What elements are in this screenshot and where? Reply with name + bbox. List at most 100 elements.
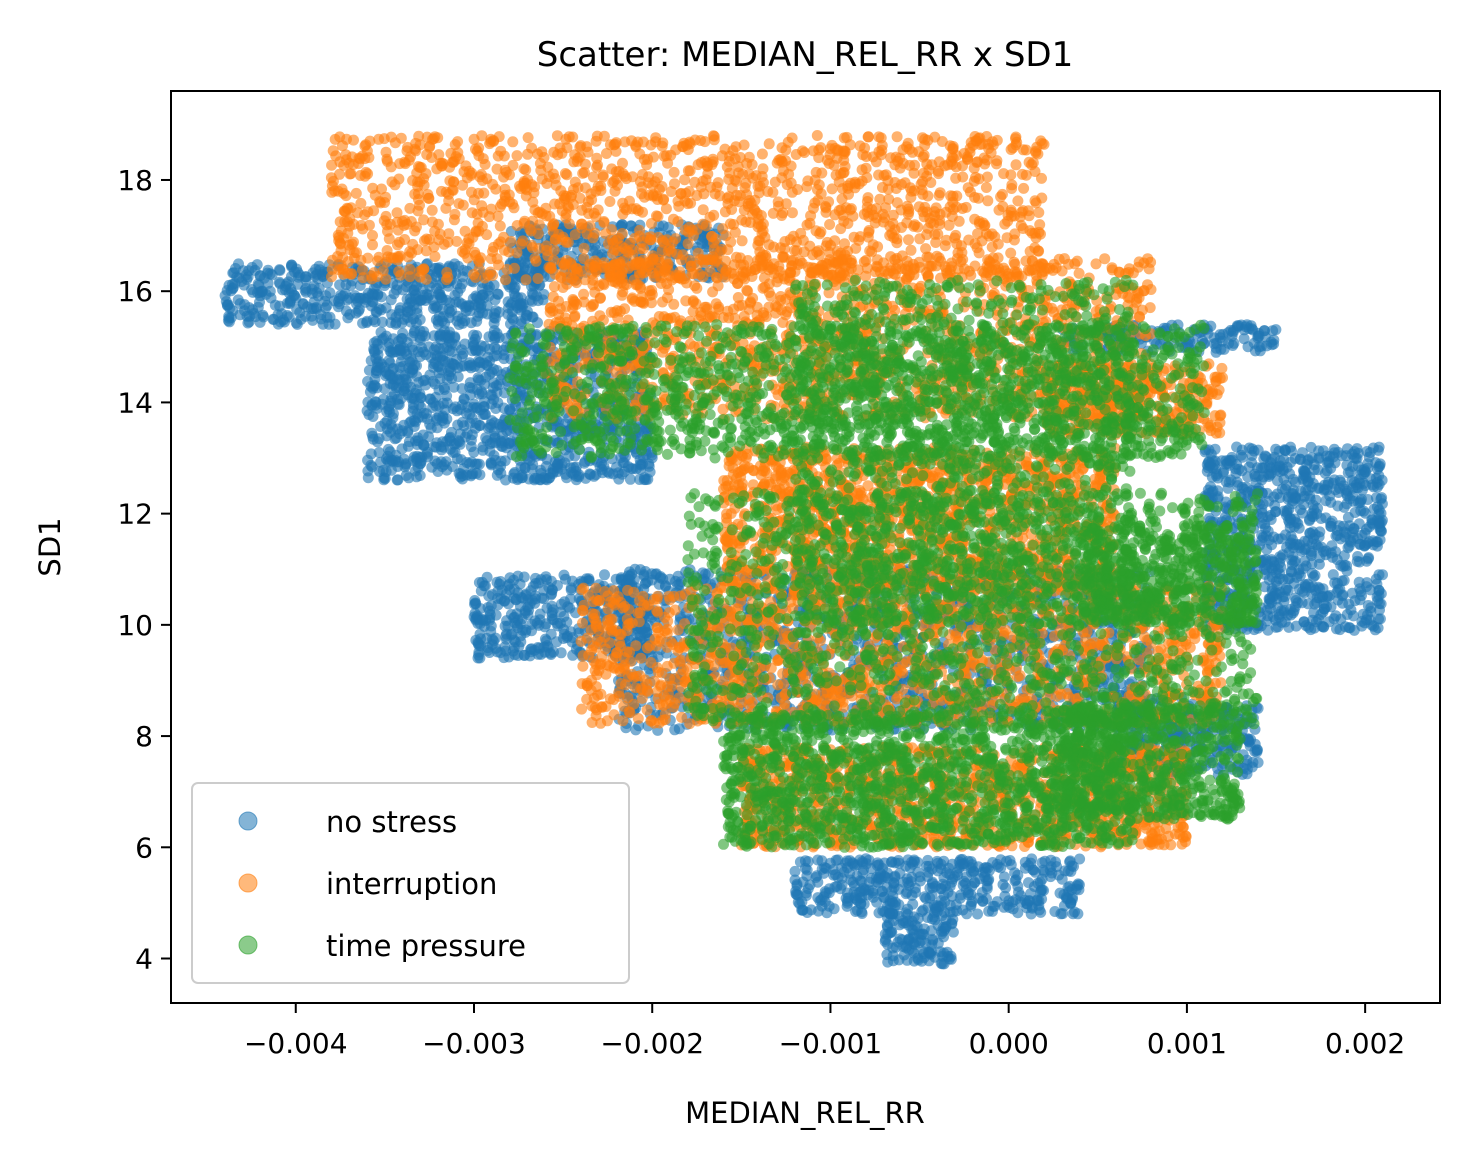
scatter-point [1302,578,1314,590]
scatter-point [1350,479,1362,491]
scatter-point [526,618,538,630]
scatter-point [306,287,318,299]
scatter-point [391,432,402,444]
scatter-point [221,285,233,296]
scatter-point [1377,569,1388,581]
scatter-point [1263,471,1275,482]
scatter-point [307,314,319,326]
scatter-point [1358,540,1370,551]
scatter-point [1210,346,1222,358]
scatter-point [459,302,471,313]
scatter-point [375,456,387,468]
scatter-point [397,284,409,296]
scatter-point [1330,530,1342,542]
scatter-point [407,363,419,375]
scatter-point [560,573,571,585]
scatter-point [1318,621,1330,633]
scatter-point [444,443,456,455]
scatter-point [416,330,428,341]
scatter-point [519,605,531,617]
scatter-point [414,314,426,326]
scatter-point [532,295,544,307]
scatter-point [1296,597,1308,609]
scatter-point [1315,513,1327,524]
scatter-point [439,384,450,395]
scatter-point [471,292,483,304]
scatter-point [1344,493,1356,505]
scatter-point [1374,524,1386,536]
scatter-point [484,647,495,658]
scatter-point [242,317,254,329]
scatter-point [471,330,483,342]
scatter-point [457,271,469,283]
scatter-point [1320,545,1332,557]
scatter-point [399,461,411,473]
scatter-point [1281,582,1292,594]
scatter-point [488,363,499,375]
scatter-point [381,423,393,435]
scatter-point [422,292,433,304]
scatter-point [1311,592,1323,604]
scatter-point [256,285,267,297]
scatter-point [1236,465,1248,477]
scatter-point [1335,613,1347,625]
scatter-point [1287,607,1299,619]
scatter-point [453,436,465,448]
scatter-point [1330,546,1341,558]
scatter-point [367,411,379,422]
scatter-point [1343,598,1355,610]
scatter-point [1365,606,1377,617]
scatter-point [1259,518,1271,530]
scatter-point [1205,481,1217,493]
scatter-point [498,652,510,664]
scatter-point [480,408,491,420]
scatter-point [389,454,401,466]
scatter-point [565,462,576,474]
scatter-point [1256,462,1267,474]
scatter-point [1371,578,1383,590]
scatter-point [455,468,467,480]
scatter-point [1353,518,1365,530]
scatter-point [1340,450,1352,462]
scatter-point [367,314,379,326]
scatter-point [413,377,425,388]
scatter-point [433,367,445,379]
scatter-point [1373,590,1385,601]
scatter-point [511,619,523,631]
scatter-point [324,311,336,323]
scatter-point [292,278,304,290]
data-points [219,130,1388,970]
scatter-point [393,399,405,411]
scatter-point [1325,521,1337,532]
scatter-point [570,474,582,486]
scatter-point [516,469,528,481]
scatter-point [373,433,385,445]
scatter-point [482,351,494,363]
scatter-point [371,382,383,394]
scatter-point [1319,483,1331,495]
scatter-point [408,285,420,297]
scatter-point [1225,474,1237,486]
scatter-point [539,646,551,658]
scatter-point [312,273,324,285]
scatter-point [562,601,574,613]
scatter-point [243,302,255,314]
scatter-point [507,645,519,657]
scatter-point [547,604,559,616]
scatter-point [492,585,504,597]
scatter-point [1358,505,1370,517]
scatter-point [286,261,298,273]
scatter-point [451,453,463,465]
scatter-point [1348,610,1359,622]
scatter-point [1299,555,1311,567]
scatter-point [345,280,357,291]
scatter-point [1228,337,1240,349]
scatter-point [464,377,476,389]
scatter-point [403,436,415,448]
scatter-point [284,296,296,308]
scatter-point [432,315,444,327]
scatter-point [1339,559,1351,571]
scatter-point [1266,554,1277,566]
scatter-point [1376,492,1388,504]
scatter-point [465,389,476,401]
